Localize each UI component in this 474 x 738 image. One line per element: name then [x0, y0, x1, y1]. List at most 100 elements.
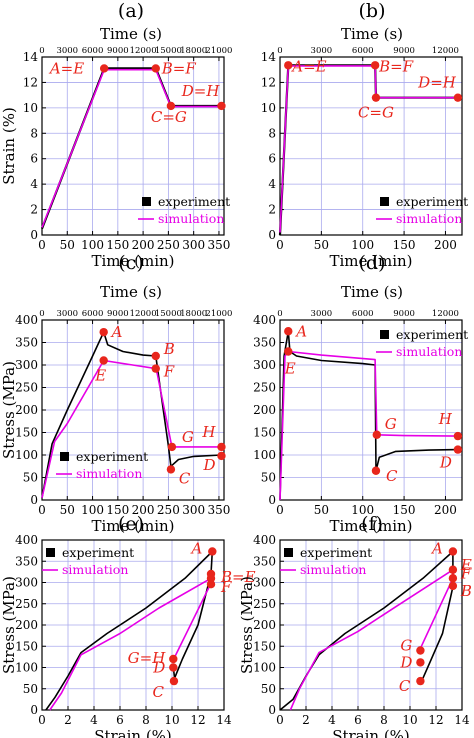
data-point [370, 61, 380, 70]
y-tick-label: 12 [261, 75, 276, 89]
point-annotation: F [163, 363, 175, 381]
data-point [453, 93, 463, 102]
y-tick-label: 0 [268, 493, 276, 507]
data-point [99, 356, 108, 365]
point-annotation: B [163, 340, 175, 358]
point-annotation: A [189, 539, 202, 557]
data-point [151, 364, 160, 373]
data-point [448, 547, 458, 556]
x-tick-label: 2 [302, 713, 310, 727]
panel-label: (a) [118, 0, 144, 22]
y-tick-label: 250 [253, 597, 276, 611]
top-tick-label: 6000 [352, 309, 374, 319]
legend-label-experiment: experiment [300, 545, 372, 560]
data-point [284, 347, 293, 356]
top-tick-label: 12000 [432, 46, 459, 56]
y-tick-label: 10 [261, 101, 276, 115]
x-tick-label: 350 [207, 238, 230, 252]
legend-label-experiment: experiment [62, 545, 134, 560]
data-point [169, 676, 179, 686]
data-point [217, 451, 226, 461]
y-tick-label: 100 [15, 448, 38, 462]
top-tick-label: 3000 [56, 46, 78, 56]
top-tick-label: 15000 [155, 46, 182, 56]
top-tick-label: 9000 [393, 309, 415, 319]
y-tick-label: 100 [253, 448, 276, 462]
y-axis-label: Stress (MPa) [0, 361, 18, 459]
x-tick-label: 0 [276, 238, 284, 252]
data-point [167, 442, 177, 452]
data-point [208, 547, 217, 556]
y-tick-label: 400 [15, 313, 38, 327]
top-tick-label: 3000 [311, 46, 333, 56]
y-tick-label: 250 [15, 381, 38, 395]
point-annotation: E [284, 360, 296, 378]
x-tick-label: 10 [402, 713, 417, 727]
point-annotation: C=G [151, 108, 187, 126]
point-annotation: D=H [181, 82, 221, 100]
data-point [169, 663, 178, 672]
data-point [448, 565, 458, 574]
x-tick-label: 6 [116, 713, 124, 727]
point-annotation: C=G [358, 104, 394, 122]
point-annotation: A [294, 322, 307, 340]
panel-label: (f) [361, 513, 383, 535]
y-tick-label: 200 [253, 618, 276, 632]
x-tick-label: 100 [351, 238, 374, 252]
x-tick-label: 0 [38, 713, 46, 727]
y-axis-label: Stress (MPa) [0, 576, 18, 674]
x-tick-label: 250 [157, 503, 180, 517]
legend-label-simulation: simulation [76, 466, 142, 481]
y-tick-label: 350 [15, 554, 38, 568]
point-annotation: G [400, 637, 412, 655]
series-line-simulation [279, 350, 458, 501]
data-point [453, 431, 463, 441]
top-tick-label: 0 [39, 46, 44, 56]
y-tick-label: 200 [253, 403, 276, 417]
y-tick-label: 50 [23, 682, 38, 696]
x-tick-label: 150 [393, 238, 416, 252]
legend-label-experiment: experiment [396, 194, 468, 209]
y-tick-label: 2 [30, 203, 38, 217]
legend-marker-experiment [46, 548, 55, 557]
x-tick-label: 4 [328, 713, 336, 727]
point-annotation: A [110, 323, 123, 341]
y-tick-label: 0 [30, 228, 38, 242]
top-tick-label: 9000 [107, 46, 129, 56]
y-tick-label: 50 [261, 682, 276, 696]
x-tick-label: 12 [190, 713, 205, 727]
x-axis-label: Time (min) [91, 252, 174, 270]
data-point [217, 442, 226, 452]
y-tick-label: 150 [253, 426, 276, 440]
top-tick-label: 15000 [155, 309, 182, 319]
point-annotation: B=E [220, 568, 256, 586]
series-line-experiment [41, 331, 222, 498]
data-point [284, 61, 293, 70]
panel-label: (d) [359, 252, 386, 274]
legend-marker-experiment [60, 452, 69, 461]
x-tick-label: 250 [157, 238, 180, 252]
y-tick-label: 6 [30, 152, 38, 166]
y-tick-label: 14 [261, 50, 277, 64]
x-tick-label: 4 [90, 713, 98, 727]
data-point [284, 327, 293, 336]
top-tick-label: 12000 [130, 309, 157, 319]
point-annotation: C [152, 683, 164, 701]
x-tick-label: 50 [60, 503, 75, 517]
legend-label-simulation: simulation [62, 562, 128, 577]
point-annotation: F [460, 564, 472, 582]
y-tick-label: 2 [268, 203, 276, 217]
top-tick-label: 0 [277, 46, 282, 56]
top-tick-label: 6000 [82, 46, 104, 56]
y-tick-label: 0 [30, 703, 38, 717]
point-annotation: C [179, 469, 191, 487]
top-tick-label: 0 [277, 309, 282, 319]
data-point [372, 430, 381, 439]
y-tick-label: 400 [253, 313, 276, 327]
y-tick-label: 300 [15, 576, 38, 590]
x-tick-label: 50 [60, 238, 75, 252]
x-axis-label: Time (min) [329, 252, 412, 270]
point-annotation: A=E [290, 57, 326, 75]
